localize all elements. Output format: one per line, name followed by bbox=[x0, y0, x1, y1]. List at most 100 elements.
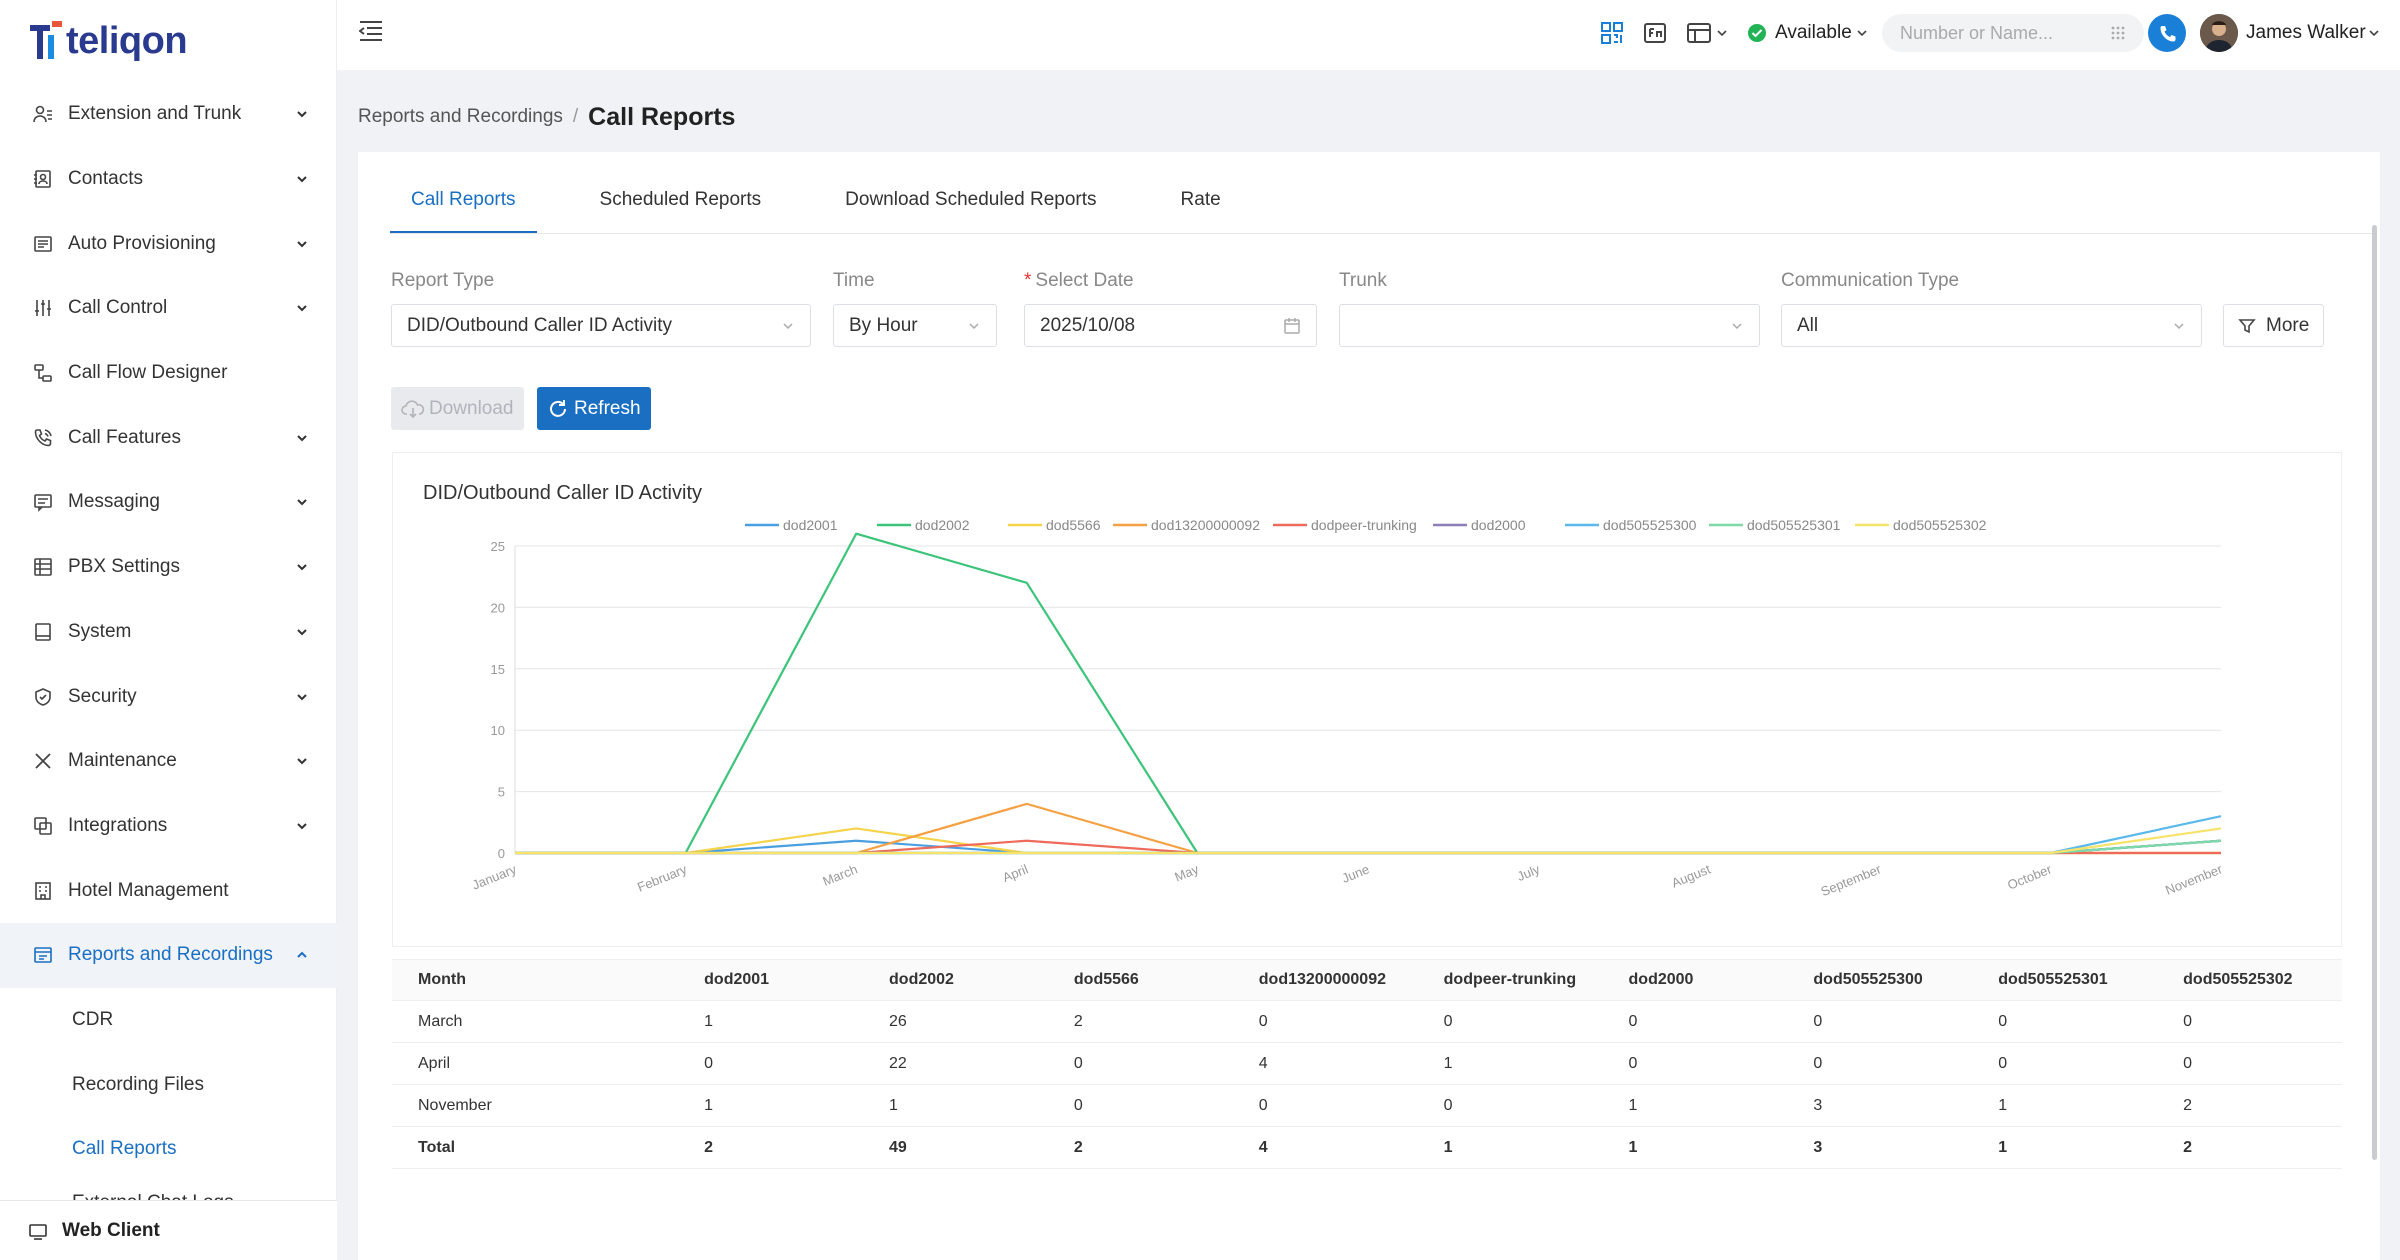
hotel-icon bbox=[32, 880, 54, 902]
sidebar-item-security[interactable]: Security bbox=[0, 664, 337, 729]
phone-icon bbox=[32, 427, 54, 449]
web-client-button[interactable]: Web Client bbox=[0, 1200, 337, 1260]
sidebar-item-hotel-management[interactable]: Hotel Management bbox=[0, 858, 337, 923]
window-layout-icon bbox=[1687, 23, 1711, 43]
row-label-cell: November bbox=[418, 1096, 492, 1114]
provision-icon bbox=[32, 233, 54, 255]
value-cell: 0 bbox=[1073, 1096, 1083, 1114]
tab-call-reports[interactable]: Call Reports bbox=[390, 170, 537, 234]
sidebar-item-messaging[interactable]: Messaging bbox=[0, 470, 337, 535]
tab-rate[interactable]: Rate bbox=[1180, 189, 1221, 210]
function-key-button[interactable] bbox=[1643, 21, 1667, 45]
report-type-value: DID/Outbound Caller ID Activity bbox=[407, 314, 673, 336]
avatar bbox=[2200, 14, 2238, 52]
teliqon-logo-icon bbox=[30, 21, 62, 59]
sidebar: teliqon Extension and Trunk Contacts Aut… bbox=[0, 0, 337, 1260]
value-cell: 0 bbox=[1443, 1012, 1453, 1030]
call-button[interactable] bbox=[2148, 14, 2186, 52]
user-menu[interactable]: James Walker bbox=[2200, 14, 2380, 52]
sidebar-item-call-flow-designer[interactable]: Call Flow Designer bbox=[0, 341, 337, 406]
value-cell: 0 bbox=[1443, 1096, 1453, 1114]
sidebar-item-auto-provisioning[interactable]: Auto Provisioning bbox=[0, 211, 337, 276]
message-icon bbox=[32, 491, 54, 513]
more-filters-button[interactable]: More bbox=[2223, 304, 2325, 347]
value-cell: dod505525301 bbox=[1998, 971, 2108, 988]
value-cell: 3 bbox=[1813, 1138, 1823, 1156]
time-select[interactable]: By Hour bbox=[833, 304, 997, 347]
value-cell: 2 bbox=[1073, 1138, 1083, 1156]
qr-code-button[interactable] bbox=[1600, 21, 1624, 45]
collapse-menu-button[interactable] bbox=[359, 20, 383, 42]
sidebar-nav: Extension and Trunk Contacts Auto Provis… bbox=[0, 82, 337, 1214]
sidebar-item-call-features[interactable]: Call Features bbox=[0, 405, 337, 470]
refresh-button[interactable]: Refresh bbox=[537, 387, 651, 430]
page-title: Call Reports bbox=[588, 102, 736, 131]
value-cell: 2 bbox=[2183, 1138, 2193, 1156]
communication-type-select[interactable]: All bbox=[1781, 304, 2202, 347]
row-label-cell: Month bbox=[418, 971, 466, 988]
chevron-down-icon bbox=[297, 305, 307, 312]
value-cell: 0 bbox=[1813, 1012, 1823, 1030]
sidebar-subitem-recording-files[interactable]: Recording Files bbox=[72, 1073, 204, 1095]
row-label-cell: April bbox=[418, 1054, 451, 1072]
dialpad-icon[interactable] bbox=[2110, 25, 2126, 41]
dial-search-placeholder: Number or Name... bbox=[1900, 22, 2054, 43]
value-cell: 49 bbox=[889, 1138, 907, 1156]
sidebar-item-maintenance[interactable]: Maintenance bbox=[0, 729, 337, 794]
brand-logo[interactable]: teliqon bbox=[28, 17, 188, 65]
value-cell: 0 bbox=[704, 1054, 714, 1072]
sliders-icon bbox=[32, 297, 54, 319]
report-tabs: Call Reports Scheduled Reports Download … bbox=[390, 170, 1284, 234]
tab-download-scheduled-reports[interactable]: Download Scheduled Reports bbox=[845, 189, 1097, 210]
value-cell: dod505525300 bbox=[1813, 971, 1923, 988]
trunk-select[interactable] bbox=[1339, 304, 1760, 347]
sidebar-item-extension-and-trunk[interactable]: Extension and Trunk bbox=[0, 82, 337, 147]
value-cell: 4 bbox=[1258, 1054, 1268, 1072]
sidebar-item-contacts[interactable]: Contacts bbox=[0, 147, 337, 212]
layout-dropdown-button[interactable] bbox=[1686, 21, 1728, 45]
phone-icon bbox=[2160, 26, 2176, 42]
sidebar-item-reports-and-recordings[interactable]: Reports and Recordings bbox=[0, 922, 337, 988]
tab-divider bbox=[390, 233, 2375, 234]
settings-grid-icon bbox=[32, 556, 54, 578]
required-mark: * bbox=[1024, 270, 1032, 291]
chevron-down-icon bbox=[297, 176, 307, 183]
select-date-value: 2025/10/08 bbox=[1040, 314, 1136, 336]
value-cell: dod2000 bbox=[1628, 971, 1694, 988]
value-cell: 1 bbox=[704, 1096, 714, 1114]
report-icon bbox=[32, 944, 54, 966]
chart-title: DID/Outbound Caller ID Activity bbox=[423, 482, 702, 504]
select-date-label: * Select Date bbox=[1024, 270, 1134, 291]
flow-icon bbox=[32, 362, 54, 384]
report-type-select[interactable]: DID/Outbound Caller ID Activity bbox=[391, 304, 811, 347]
sidebar-subitem-cdr[interactable]: CDR bbox=[72, 1008, 114, 1030]
sidebar-subitem-call-reports[interactable]: Call Reports bbox=[72, 1138, 177, 1160]
cloud-download-icon bbox=[401, 399, 425, 418]
value-cell: 0 bbox=[1258, 1096, 1268, 1114]
chevron-down-icon bbox=[2174, 322, 2184, 329]
value-cell: 0 bbox=[1628, 1012, 1638, 1030]
value-cell: 26 bbox=[889, 1012, 907, 1030]
calendar-icon bbox=[1284, 317, 1300, 334]
download-button[interactable]: Download bbox=[391, 387, 524, 430]
value-cell: 1 bbox=[704, 1012, 714, 1030]
presence-status-dropdown[interactable]: Available bbox=[1747, 22, 1868, 44]
sidebar-item-system[interactable]: System bbox=[0, 600, 337, 665]
dial-search-input[interactable]: Number or Name... bbox=[1882, 14, 2144, 52]
value-cell: 4 bbox=[1258, 1138, 1268, 1156]
sidebar-item-call-control[interactable]: Call Control bbox=[0, 276, 337, 341]
chevron-down-icon bbox=[969, 322, 979, 329]
trunk-label: Trunk bbox=[1339, 270, 1387, 291]
scrollbar[interactable] bbox=[2372, 225, 2377, 1160]
user-avatar-icon bbox=[2200, 14, 2238, 52]
sidebar-item-pbx-settings[interactable]: PBX Settings bbox=[0, 535, 337, 600]
breadcrumb-parent[interactable]: Reports and Recordings bbox=[358, 106, 563, 127]
chevron-down-icon bbox=[297, 758, 307, 765]
value-cell: 2 bbox=[704, 1138, 714, 1156]
filter-icon bbox=[2238, 318, 2256, 333]
date-picker-input[interactable]: 2025/10/08 bbox=[1024, 304, 1317, 347]
chevron-down-icon bbox=[297, 693, 307, 700]
tab-scheduled-reports[interactable]: Scheduled Reports bbox=[599, 189, 762, 210]
sidebar-item-integrations[interactable]: Integrations bbox=[0, 794, 337, 859]
report-type-label: Report Type bbox=[391, 270, 495, 291]
